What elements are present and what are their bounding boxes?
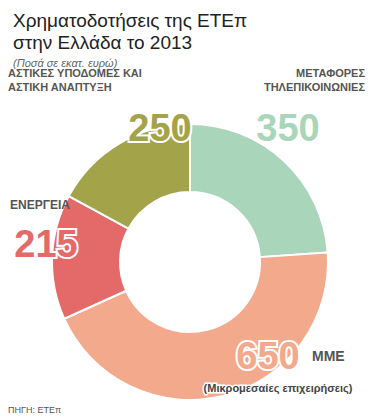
svg-text:ΠΗΓΗ: ΕΤΕπ: ΠΗΓΗ: ΕΤΕπ bbox=[8, 405, 61, 415]
svg-text:ΜΕΤΑΦΟΡΕΣ: ΜΕΤΑΦΟΡΕΣ bbox=[296, 67, 365, 79]
svg-text:215: 215 bbox=[14, 223, 77, 265]
svg-text:(Ποσά σε εκατ. ευρώ): (Ποσά σε εκατ. ευρώ) bbox=[13, 56, 118, 69]
svg-text:(Μικρομεσαίες επιχειρήσεις): (Μικρομεσαίες επιχειρήσεις) bbox=[204, 382, 353, 395]
svg-text:ΜΜΕ: ΜΜΕ bbox=[312, 348, 345, 364]
svg-text:ΑΣΤΙΚΕΣ ΥΠΟΔΟΜΕΣ ΚΑΙ: ΑΣΤΙΚΕΣ ΥΠΟΔΟΜΕΣ ΚΑΙ bbox=[8, 67, 142, 79]
svg-text:350: 350 bbox=[256, 107, 319, 149]
svg-text:στην Ελλάδα το 2013: στην Ελλάδα το 2013 bbox=[13, 32, 192, 53]
svg-text:250: 250 bbox=[128, 107, 191, 149]
svg-text:ΑΣΤΙΚΗ ΑΝΑΠΤΥΞΗ: ΑΣΤΙΚΗ ΑΝΑΠΤΥΞΗ bbox=[8, 81, 112, 93]
svg-text:ΤΗΛΕΠΙΚΟΙΝΩΝΙΕΣ: ΤΗΛΕΠΙΚΟΙΝΩΝΙΕΣ bbox=[264, 81, 365, 93]
svg-text:Χρηματοδοτήσεις της ΕΤΕπ: Χρηματοδοτήσεις της ΕΤΕπ bbox=[13, 10, 247, 31]
svg-text:ΕΝΕΡΓΕΙΑ: ΕΝΕΡΓΕΙΑ bbox=[10, 198, 70, 212]
svg-text:650: 650 bbox=[236, 335, 299, 377]
